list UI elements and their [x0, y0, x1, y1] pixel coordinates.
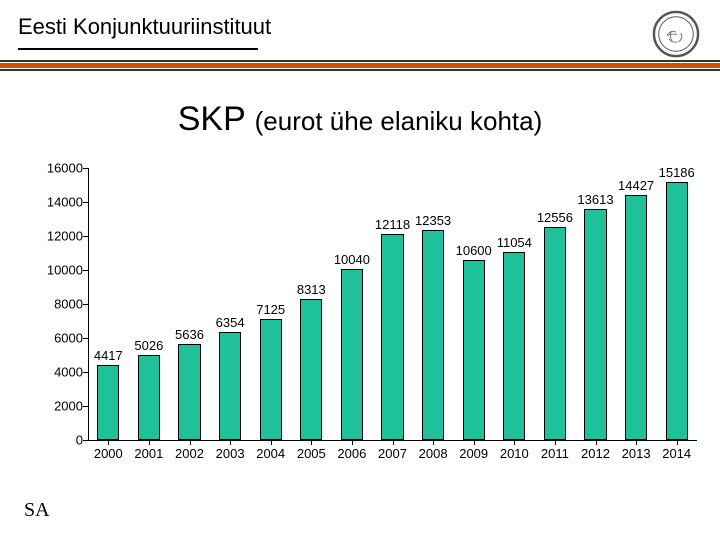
x-tick-label: 2013 — [622, 446, 651, 461]
y-tick-label: 10000 — [33, 263, 83, 278]
bar-value-label: 5026 — [134, 338, 163, 353]
bar-value-label: 12118 — [375, 217, 410, 232]
y-tick-label: 6000 — [33, 331, 83, 346]
x-tick-label: 2007 — [378, 446, 407, 461]
bar — [97, 365, 119, 440]
footer-left: SA — [24, 499, 50, 522]
bar-value-label: 7125 — [256, 302, 285, 317]
x-tick-label: 2014 — [662, 446, 691, 461]
bar — [178, 344, 200, 440]
x-tick-label: 2009 — [459, 446, 488, 461]
x-tick — [271, 440, 272, 445]
x-tick — [190, 440, 191, 445]
x-tick — [352, 440, 353, 445]
bar-value-label: 13613 — [577, 192, 613, 207]
bar-value-label: 5636 — [175, 327, 204, 342]
x-tick-label: 2011 — [541, 446, 569, 461]
y-tick — [83, 236, 88, 237]
bar-value-label: 8313 — [297, 282, 326, 297]
plot-area: 4417 5026 5636 6354 7125 8313 10040 12118 12353 1… — [88, 168, 697, 440]
rule-top — [0, 60, 720, 62]
x-tick-label: 2012 — [581, 446, 610, 461]
y-tick-label: 0 — [33, 433, 83, 448]
chart-title: SKP (eurot ühe elaniku kohta) — [0, 100, 720, 139]
bar — [260, 319, 282, 440]
institute-name: Eesti Konjunktuuriinstituut — [18, 14, 271, 40]
header-underline — [18, 48, 258, 50]
bar-value-label: 15186 — [659, 165, 695, 180]
y-tick — [83, 270, 88, 271]
x-tick-label: 2003 — [216, 446, 245, 461]
y-tick — [83, 202, 88, 203]
bar — [300, 299, 322, 440]
bar-value-label: 11054 — [497, 235, 532, 250]
bar-value-label: 10040 — [334, 252, 370, 267]
bar-value-label: 4417 — [94, 348, 123, 363]
x-tick-label: 2006 — [337, 446, 366, 461]
chart-title-main: SKP — [178, 100, 245, 138]
y-tick — [83, 440, 88, 441]
chart-title-sub: (eurot ühe elaniku kohta) — [255, 106, 543, 136]
bar-value-label: 12556 — [537, 210, 573, 225]
bar-value-label: 10600 — [456, 243, 492, 258]
x-tick — [108, 440, 109, 445]
bar-value-label: 12353 — [415, 213, 451, 228]
institute-logo — [652, 10, 700, 63]
bar — [341, 269, 363, 440]
x-tick — [474, 440, 475, 445]
x-tick-label: 2004 — [256, 446, 285, 461]
bar-value-label: 14427 — [618, 178, 654, 193]
slide: Eesti Konjunktuuriinstituut SKP (eurot ü… — [0, 0, 720, 540]
x-tick — [677, 440, 678, 445]
x-tick — [311, 440, 312, 445]
y-tick — [83, 338, 88, 339]
bar — [544, 227, 566, 440]
x-tick — [230, 440, 231, 445]
y-tick-label: 2000 — [33, 399, 83, 414]
bar — [463, 260, 485, 440]
x-tick — [433, 440, 434, 445]
y-tick — [83, 372, 88, 373]
y-tick — [83, 406, 88, 407]
rule-orange — [0, 63, 720, 68]
y-tick-label: 8000 — [33, 297, 83, 312]
x-tick-label: 2005 — [297, 446, 326, 461]
y-tick-label: 16000 — [33, 161, 83, 176]
x-tick-label: 2010 — [500, 446, 529, 461]
y-tick — [83, 304, 88, 305]
x-tick-label: 2000 — [94, 446, 123, 461]
x-tick — [636, 440, 637, 445]
x-tick — [393, 440, 394, 445]
x-tick — [596, 440, 597, 445]
x-tick-label: 2008 — [419, 446, 448, 461]
y-tick-label: 12000 — [33, 229, 83, 244]
bar — [422, 230, 444, 440]
bar — [584, 209, 606, 440]
bar — [503, 252, 525, 440]
bars: 4417 5026 5636 6354 7125 8313 10040 12118 12353 1… — [88, 168, 697, 440]
y-tick — [83, 168, 88, 169]
y-tick-label: 4000 — [33, 365, 83, 380]
x-tick — [149, 440, 150, 445]
x-tick — [555, 440, 556, 445]
bar — [381, 234, 403, 440]
bar-value-label: 6354 — [216, 315, 245, 330]
rule-bottom — [0, 69, 720, 71]
bar — [625, 195, 647, 440]
bar-chart: 0200040006000800010000120001400016000 44… — [42, 168, 697, 470]
bar — [219, 332, 241, 440]
y-tick-label: 14000 — [33, 195, 83, 210]
bar — [138, 355, 160, 440]
x-tick-label: 2002 — [175, 446, 204, 461]
x-tick — [514, 440, 515, 445]
x-tick-label: 2001 — [134, 446, 163, 461]
bar — [666, 182, 688, 440]
